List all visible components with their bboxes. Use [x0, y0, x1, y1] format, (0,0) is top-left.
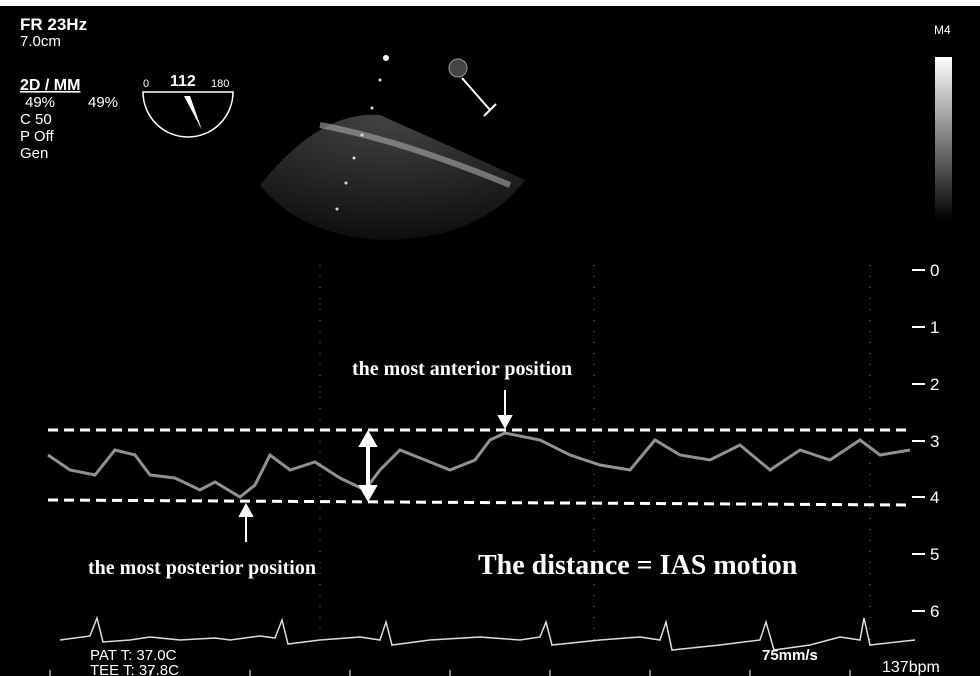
- depth-label: 4: [930, 488, 939, 507]
- depth-label: 2: [930, 375, 939, 394]
- depth-label: 1: [930, 318, 939, 337]
- grayscale-bar: [935, 57, 952, 220]
- posterior-label: the most posterior position: [88, 557, 316, 579]
- 2d-sector: [260, 55, 525, 240]
- distance-label: The distance = IAS motion: [478, 550, 798, 581]
- frame-rate: FR 23Hz: [20, 15, 87, 34]
- septum-echo: [319, 122, 512, 188]
- depth-label: 3: [930, 432, 939, 451]
- marker: [383, 55, 389, 61]
- gain-mm: 49%: [88, 94, 118, 111]
- anterior-label: the most anterior position: [352, 358, 572, 380]
- heart-rate: 137bpm: [882, 659, 940, 676]
- gain-2d: 49%: [25, 94, 55, 111]
- time-ticks: [49, 670, 851, 676]
- compress: C 50: [20, 111, 52, 128]
- sweep-speed: 75mm/s: [762, 647, 818, 664]
- protractor: 0 112 180: [142, 73, 234, 138]
- depth: 7.0cm: [20, 33, 61, 50]
- protractor-max: 180: [211, 78, 229, 90]
- protractor-min: 0: [143, 78, 149, 90]
- header-info: FR 23Hz 7.0cm 2D / MM 49% 49% C 50 P Off…: [20, 15, 951, 162]
- top-border: [0, 0, 980, 6]
- patient-temp: PAT T: 37.0C: [90, 647, 177, 664]
- mode: 2D / MM: [20, 77, 80, 94]
- scan-line-dots: [335, 78, 382, 211]
- preset: Gen: [20, 145, 48, 162]
- depth-label: 6: [930, 602, 939, 621]
- sector-image: [260, 114, 525, 240]
- ias-trace: [47, 431, 911, 499]
- protractor-angle: 112: [170, 73, 196, 90]
- depth-scale: [912, 269, 925, 612]
- arrows: [238, 390, 513, 542]
- protractor-arc: [142, 91, 234, 138]
- probe-temp: TEE T: 37.8C: [90, 662, 179, 676]
- depth-label: 0: [930, 261, 939, 280]
- orientation-tick: [461, 77, 497, 117]
- ecg-trace: [59, 615, 916, 651]
- probe: M4: [934, 23, 951, 37]
- depth-label: 5: [930, 545, 939, 564]
- orientation-icon: [448, 58, 468, 78]
- angle-needle: [184, 96, 202, 130]
- power: P Off: [20, 128, 54, 145]
